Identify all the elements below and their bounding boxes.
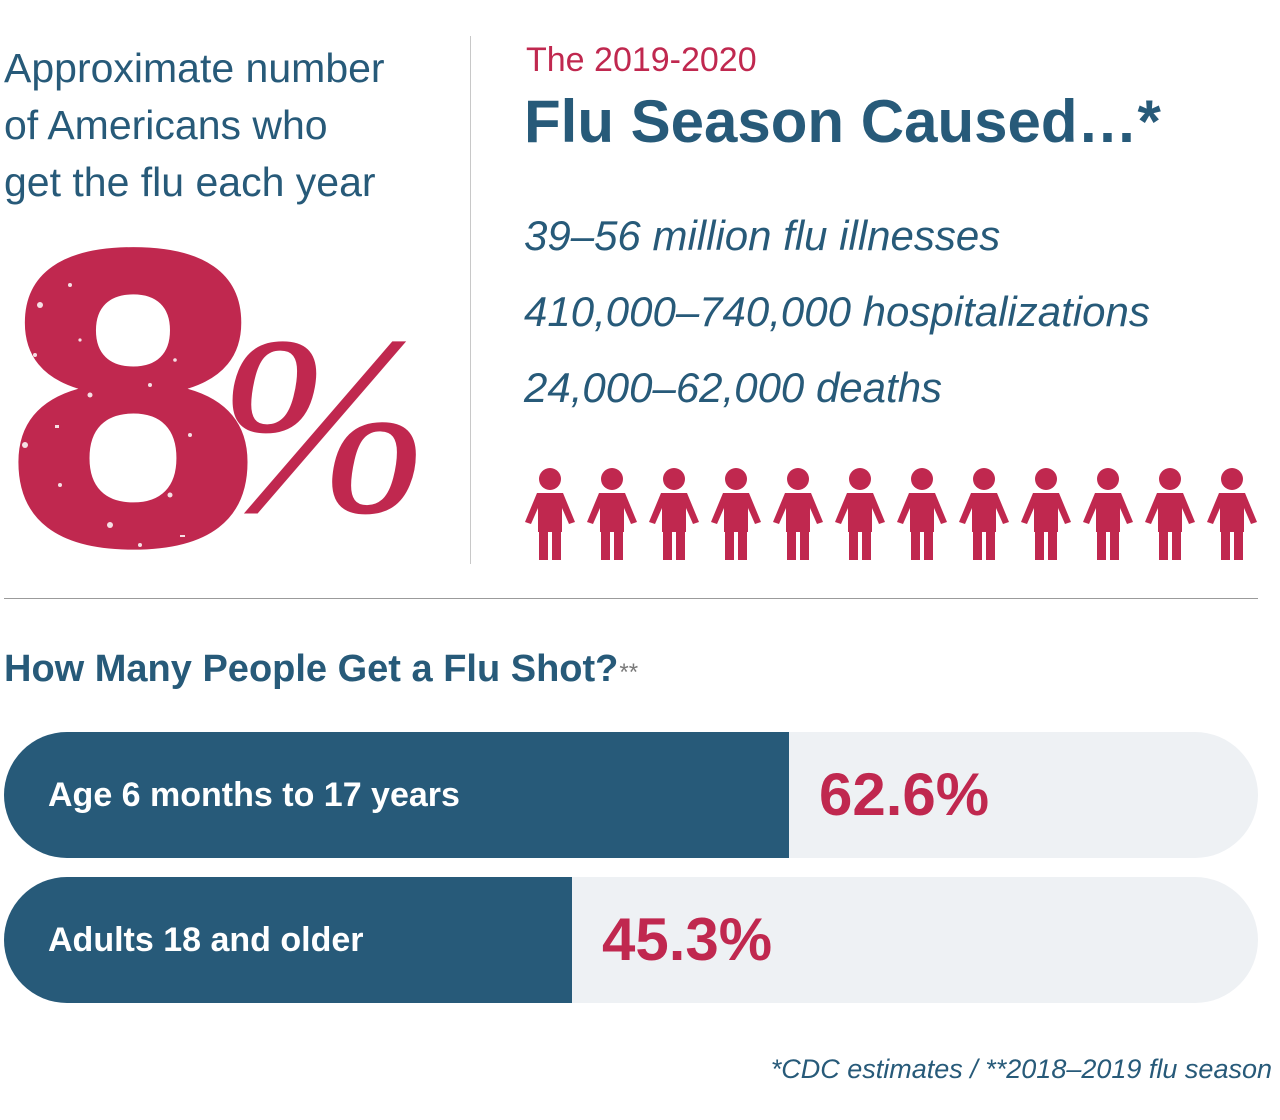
person-icon [959,468,1009,560]
bar-value-label: 62.6% [819,761,990,828]
distressed-texture [15,283,192,547]
horizontal-divider [4,598,1258,599]
impact-deaths: 24,000–62,000 deaths [524,364,943,411]
person-icon [587,468,637,560]
person-icon [649,468,699,560]
season-title: Flu Season Caused…* [524,88,1161,155]
bar-category-label: Age 6 months to 17 years [48,776,460,814]
person-icon [897,468,947,560]
big-stat-8-percent: 8 % [0,207,440,607]
chart-title: How Many People Get a Flu Shot?** [4,645,637,693]
season-label: The 2019-2020 [526,41,757,79]
impact-illnesses: 39–56 million flu illnesses [524,212,1001,259]
people-icon-row [520,466,1262,566]
impact-list: 39–56 million flu illnesses 410,000–740,… [524,198,1150,426]
intro-text: Approximate number of Americans who get … [4,45,385,205]
footnote: *CDC estimates / **2018–2019 flu season [770,1054,1272,1084]
person-icon [835,468,885,560]
person-icon [1021,468,1071,560]
vertical-divider [470,36,471,564]
bar-track-adults-18-and-older: Adults 18 and older 45.3% [4,877,1258,1003]
stat-number: 8 [0,174,273,639]
person-icon [773,468,823,560]
person-icon [711,468,761,560]
person-icon [1083,468,1133,560]
person-icon [525,468,575,560]
person-icon [1207,468,1257,560]
chart-title-text: How Many People Get a Flu Shot? [4,648,619,690]
bar-track-age-6-months-to-17: Age 6 months to 17 years 62.6% [4,732,1258,858]
person-icon [1145,468,1195,560]
impact-hospitalizations: 410,000–740,000 hospitalizations [524,288,1150,335]
bar-fill [4,877,572,1003]
bar-value-label: 45.3% [602,906,773,973]
stat-unit: % [218,285,431,567]
bar-category-label: Adults 18 and older [48,921,364,959]
chart-title-marker: ** [618,659,638,686]
bar-fill [4,732,789,858]
